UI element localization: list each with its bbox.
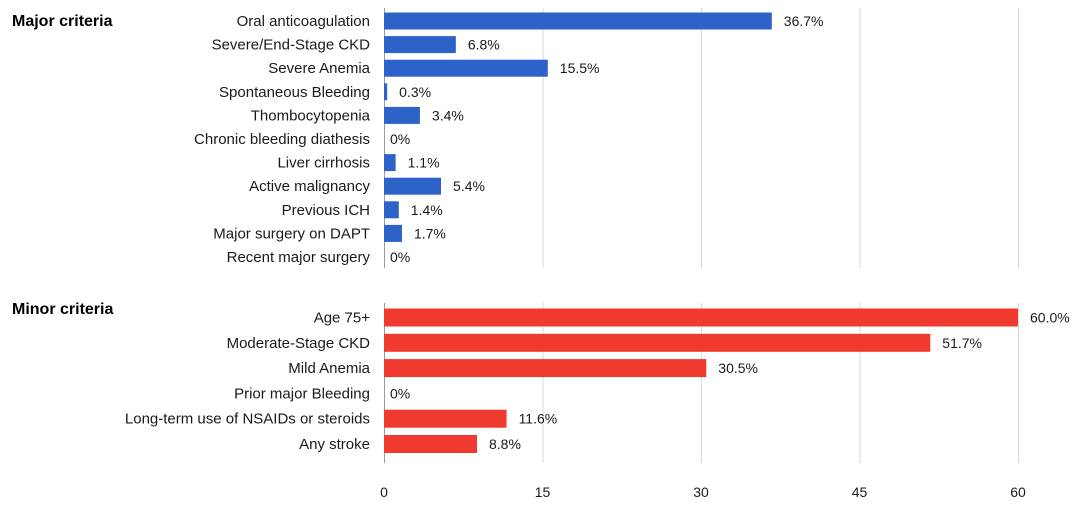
value-label: 3.4%	[432, 107, 464, 123]
bar	[384, 435, 477, 453]
value-label: 1.1%	[408, 155, 440, 171]
value-label: 1.7%	[414, 225, 446, 241]
panels-layer: Major criteria Oral anticoagulation 36.7% S…	[12, 12, 1070, 453]
value-label: 5.4%	[453, 178, 485, 194]
category-label: Mild Anemia	[288, 360, 370, 377]
value-label: 0.3%	[399, 84, 431, 100]
bar	[384, 201, 399, 219]
category-label: Long-term use of NSAIDs or steroids	[125, 411, 370, 428]
category-label: Any stroke	[299, 436, 370, 453]
category-label: Spontaneous Bleeding	[219, 84, 370, 101]
value-label: 60.0%	[1030, 310, 1070, 326]
bar	[384, 36, 456, 54]
panel-title: Major criteria	[12, 13, 113, 30]
x-tick-label: 15	[535, 484, 551, 500]
bar	[384, 106, 420, 124]
value-label: 11.6%	[519, 411, 558, 427]
bar	[384, 177, 442, 195]
category-label: Prior major Bleeding	[234, 385, 370, 402]
category-label: Recent major surgery	[227, 249, 371, 266]
bar	[384, 12, 772, 30]
x-tick-label: 45	[852, 484, 868, 500]
bar	[384, 154, 396, 172]
panel-title: Minor criteria	[12, 301, 113, 318]
category-label: Severe/End-Stage CKD	[212, 37, 371, 54]
x-tick-label: 60	[1010, 484, 1026, 500]
bar	[384, 333, 931, 352]
value-label: 0%	[390, 249, 410, 265]
category-label: Major surgery on DAPT	[213, 225, 370, 242]
x-tick-label: 30	[693, 484, 709, 500]
category-label: Moderate-Stage CKD	[227, 335, 371, 352]
minor-criteria-panel: Minor criteria Age 75+ 60.0% Moderate-Stage…	[12, 301, 1070, 453]
bar	[384, 224, 402, 242]
bar	[384, 83, 388, 101]
bar	[384, 59, 548, 77]
category-label: Active malignancy	[249, 178, 370, 195]
category-label: Liver cirrhosis	[277, 155, 370, 172]
grid-layer	[384, 8, 1019, 463]
x-tick-label: 0	[380, 484, 388, 500]
bar	[384, 409, 507, 428]
value-label: 8.8%	[489, 436, 521, 452]
value-label: 36.7%	[784, 13, 824, 29]
x-axis-ticks: 0 15 30 45 60	[380, 484, 1026, 500]
value-label: 0%	[390, 131, 410, 147]
category-label: Age 75+	[314, 310, 371, 327]
category-label: Oral anticoagulation	[237, 13, 370, 30]
value-label: 1.4%	[411, 202, 443, 218]
bar	[384, 308, 1018, 327]
value-label: 51.7%	[942, 335, 982, 351]
category-label: Previous ICH	[282, 202, 370, 219]
category-label: Thombocytopenia	[251, 107, 371, 124]
value-label: 0%	[390, 385, 410, 401]
value-label: 30.5%	[718, 360, 758, 376]
category-label: Severe Anemia	[268, 60, 370, 77]
value-label: 6.8%	[468, 37, 500, 53]
category-label: Chronic bleeding diathesis	[194, 131, 370, 148]
bar	[384, 359, 707, 378]
major-criteria-panel: Major criteria Oral anticoagulation 36.7% S…	[12, 12, 824, 266]
value-label: 15.5%	[560, 60, 600, 76]
